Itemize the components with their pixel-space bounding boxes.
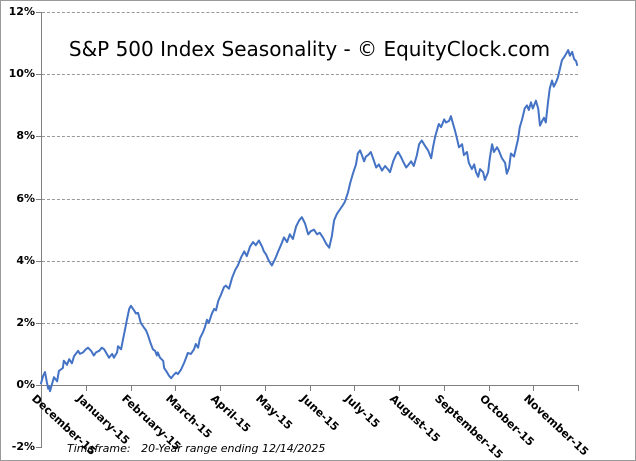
y-axis-tick — [36, 261, 41, 262]
x-axis-tick — [41, 386, 42, 391]
y-axis-tick-label: 12% — [8, 5, 35, 18]
y-axis-tick — [36, 199, 41, 200]
x-axis-tick — [310, 386, 311, 391]
x-axis-tick — [86, 386, 87, 391]
y-axis-tick-label: 0% — [16, 378, 35, 391]
x-axis-tick — [220, 386, 221, 391]
y-axis-tick-label: -2% — [11, 440, 35, 453]
x-axis-line — [41, 385, 579, 386]
x-axis-tick — [533, 386, 534, 391]
y-axis-tick — [36, 323, 41, 324]
gridline-12pct — [42, 12, 578, 13]
x-axis-tick — [175, 386, 176, 391]
gridline-2pct — [42, 323, 578, 324]
y-axis-tick — [36, 74, 41, 75]
timeframe-footnote: Timeframe: 20-Year range ending 12/14/20… — [67, 442, 326, 455]
y-axis-tick — [36, 12, 41, 13]
y-axis-tick — [36, 385, 41, 386]
x-axis-tick — [578, 386, 579, 391]
x-axis-tick — [399, 386, 400, 391]
gridline-8pct — [42, 136, 578, 137]
x-axis-tick — [265, 386, 266, 391]
y-axis-tick-label: 10% — [8, 67, 35, 80]
y-axis-line — [41, 12, 42, 448]
gridline-10pct — [42, 74, 578, 75]
y-axis-tick-label: 2% — [16, 316, 35, 329]
seasonality-series-line — [40, 49, 579, 393]
y-axis-tick — [36, 136, 41, 137]
y-axis-tick — [36, 447, 41, 448]
x-axis-tick — [354, 386, 355, 391]
gridline-4pct — [42, 261, 578, 262]
y-axis-tick-label: 8% — [16, 129, 35, 142]
chart-title: S&P 500 Index Seasonality - © EquityCloc… — [68, 37, 551, 61]
y-axis-tick-label: 6% — [16, 192, 35, 205]
y-axis-tick-label: 4% — [16, 254, 35, 267]
x-axis-tick — [489, 386, 490, 391]
gridline-6pct — [42, 199, 578, 200]
x-axis-tick — [444, 386, 445, 391]
x-axis-tick — [131, 386, 132, 391]
